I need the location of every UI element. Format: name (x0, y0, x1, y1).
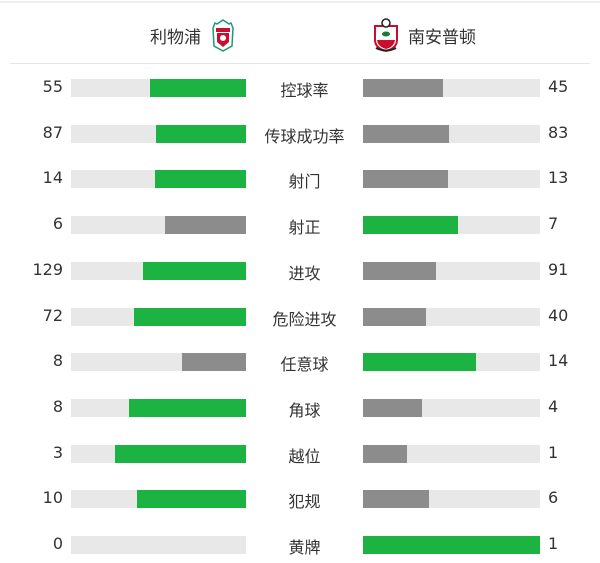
stat-row: 0 黄牌 1 (0, 534, 600, 557)
away-bar-fill (363, 444, 408, 463)
home-bar-fill (129, 398, 246, 417)
home-bar-track (71, 124, 246, 143)
away-bar-track (363, 307, 540, 326)
home-bar-track (71, 170, 246, 189)
away-bar-fill (363, 79, 443, 97)
stat-row: 10 犯规 6 (0, 488, 600, 512)
away-bar-track (363, 353, 540, 372)
away-bar-fill (363, 490, 430, 509)
away-value: 14 (548, 351, 569, 371)
home-bar-fill (143, 261, 246, 280)
stat-label: 任意球 (280, 355, 329, 375)
away-bar-track (363, 536, 540, 554)
away-bar-fill (363, 124, 450, 143)
top-divider (0, 1, 600, 3)
southampton-crest-icon (374, 18, 398, 52)
stat-row: 72 危险进攻 40 (0, 305, 600, 329)
away-value: 45 (548, 77, 569, 96)
away-bar-track (363, 398, 540, 417)
stat-label: 传球成功率 (264, 126, 345, 146)
away-bar-fill (363, 307, 427, 326)
home-bar-fill (156, 124, 246, 143)
home-value: 0 (52, 534, 63, 553)
stat-row: 14 射门 13 (0, 168, 600, 192)
away-value: 40 (548, 305, 569, 325)
stat-row: 8 角球 4 (0, 396, 600, 420)
away-value: 7 (548, 214, 559, 234)
stat-label: 控球率 (280, 81, 329, 100)
away-bar-track (363, 490, 540, 509)
home-value: 72 (42, 305, 63, 325)
stat-row: 3 越位 1 (0, 442, 600, 466)
away-bar-fill (363, 398, 422, 417)
home-bar-fill (136, 490, 246, 509)
home-value: 6 (52, 214, 63, 234)
away-value: 13 (548, 168, 569, 188)
away-value: 6 (548, 488, 559, 508)
liverpool-crest-icon (212, 19, 234, 52)
home-bar-track (71, 307, 246, 326)
home-bar-fill (155, 170, 246, 189)
away-value: 91 (548, 259, 569, 279)
away-bar-fill (363, 170, 449, 189)
away-value: 1 (548, 534, 559, 553)
away-team-name: 南安普顿 (408, 27, 476, 48)
away-bar-track (363, 444, 540, 463)
home-value: 14 (42, 168, 63, 188)
stat-label: 射正 (288, 218, 321, 238)
stat-label: 角球 (288, 400, 321, 420)
stat-row: 8 任意球 14 (0, 351, 600, 375)
away-bar-track (363, 124, 540, 143)
home-bar-fill (114, 444, 246, 463)
stat-label: 黄牌 (288, 538, 321, 557)
home-team-name: 利物浦 (150, 27, 201, 48)
home-bar-track (71, 353, 246, 372)
home-bar-fill (133, 307, 246, 326)
stat-label: 射门 (288, 172, 321, 192)
home-bar-track (71, 398, 246, 417)
stat-row: 87 传球成功率 83 (0, 122, 600, 146)
home-bar-track (71, 490, 246, 509)
match-header: 利物浦 南安普顿 (0, 4, 600, 62)
home-team: 利物浦 (150, 18, 245, 52)
stat-label: 越位 (288, 446, 321, 466)
home-bar-track (71, 444, 246, 463)
home-value: 129 (32, 259, 63, 279)
home-bar-fill (149, 79, 246, 97)
away-bar-track (363, 216, 540, 235)
away-value: 1 (548, 442, 559, 462)
stat-row: 129 进攻 91 (0, 259, 600, 283)
home-value: 8 (52, 351, 63, 371)
stat-label: 犯规 (288, 492, 321, 512)
away-value: 4 (548, 396, 559, 416)
stat-label: 危险进攻 (272, 309, 337, 329)
home-bar-track (71, 216, 246, 235)
away-bar-fill (363, 216, 459, 235)
home-bar-track (71, 536, 246, 554)
home-bar-fill (165, 216, 246, 235)
home-value: 55 (42, 77, 63, 96)
stat-label: 进攻 (288, 263, 321, 283)
home-value: 8 (52, 396, 63, 416)
away-bar-track (363, 79, 540, 97)
away-team: 南安普顿 (364, 18, 476, 52)
home-bar-fill (182, 353, 246, 372)
home-value: 87 (42, 122, 63, 142)
home-bar-track (71, 261, 246, 280)
away-bar-fill (363, 261, 437, 280)
away-value: 83 (548, 122, 569, 142)
home-value: 10 (42, 488, 63, 508)
away-bar-track (363, 261, 540, 280)
away-bar-fill (363, 536, 540, 554)
away-bar-track (363, 170, 540, 189)
home-value: 3 (52, 442, 63, 462)
header-divider (10, 63, 590, 64)
away-bar-fill (363, 353, 476, 372)
home-bar-track (71, 79, 246, 97)
stat-row: 55 控球率 45 (0, 77, 600, 100)
stat-row: 6 射正 7 (0, 214, 600, 238)
